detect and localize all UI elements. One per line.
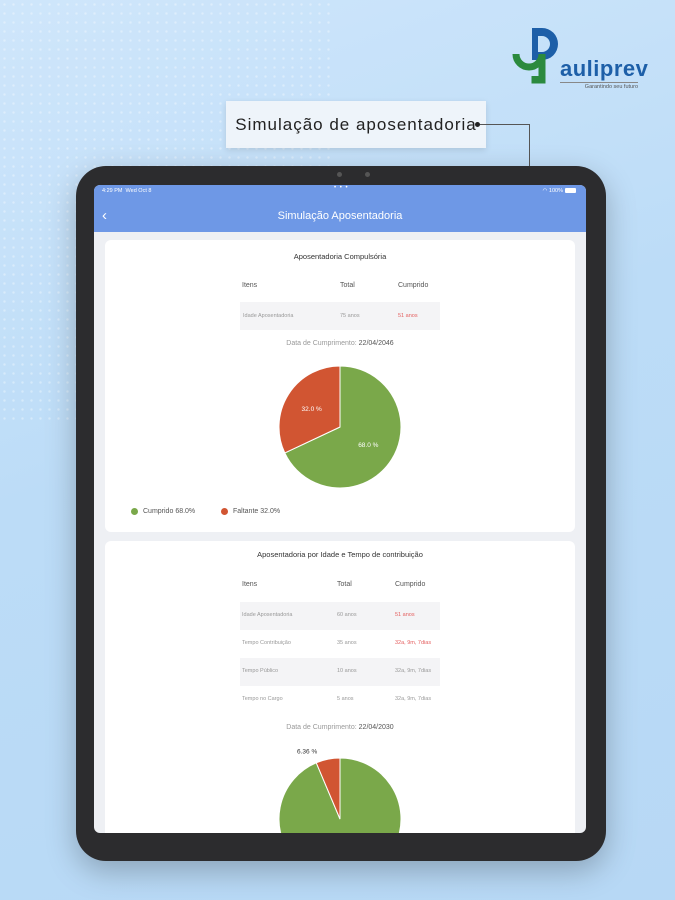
- row-total: 10 anos: [337, 668, 357, 674]
- date-value: 22/04/2030: [358, 724, 394, 731]
- table-row: [240, 658, 440, 686]
- row-cumprido: 51 anos: [395, 612, 415, 618]
- card-compulsoria: Aposentadoria Compulsória Itens Total Cu…: [105, 240, 575, 532]
- battery-icon: [565, 188, 576, 194]
- col-header-cumprido: Cumprido: [395, 581, 426, 588]
- table-row: [240, 602, 440, 630]
- page-title: Simulação Aposentadoria: [277, 210, 403, 222]
- row-total: 35 anos: [337, 640, 357, 646]
- pie-chart-compulsoria: 68.0 % 32.0 %: [278, 365, 402, 489]
- pie-slice-faltante: [278, 365, 341, 454]
- camera-icon: [337, 172, 377, 178]
- row-item: Tempo Público: [242, 668, 279, 674]
- card-title: Aposentadoria por Idade e Tempo de contr…: [257, 550, 423, 559]
- col-header-total: Total: [340, 282, 355, 289]
- date-label: Data de Cumprimento:: [286, 724, 357, 731]
- brand-tagline: Garantindo seu futuro: [560, 82, 638, 90]
- row-total: 75 anos: [340, 313, 360, 319]
- brand-name: auliprev: [560, 56, 649, 81]
- row-item: Tempo Contribuição: [242, 640, 291, 646]
- row-total: 5 anos: [337, 696, 354, 702]
- legend-cumprido: Cumprido 68.0%: [131, 508, 195, 515]
- app-header: 4:29 PM Wed Oct 8 ◠ 100% • • • ‹ Simulaç…: [94, 185, 586, 232]
- col-header-itens: Itens: [242, 581, 258, 588]
- date-value: 22/04/2046: [358, 340, 394, 347]
- date-cumprimento: Data de Cumprimento: 22/04/2030: [105, 724, 575, 731]
- row-cumprido: 32a, 9m, 7dias: [395, 640, 432, 646]
- row-cumprido: 51 anos: [398, 313, 418, 319]
- legend-value: 68.0%: [175, 508, 196, 515]
- feature-caption: Simulação de aposentadoria: [226, 101, 486, 148]
- date-label: Data de Cumprimento:: [286, 340, 357, 347]
- status-bar: 4:29 PM Wed Oct 8 ◠ 100%: [102, 188, 576, 194]
- battery-percent: 100%: [548, 188, 563, 194]
- row-cumprido: 32a, 9m, 7dias: [395, 696, 432, 702]
- status-date: Wed Oct 8: [125, 188, 152, 194]
- row-item: Idade Aposentadoria: [242, 612, 293, 618]
- row-item: Idade Aposentadoria: [243, 313, 294, 319]
- row-total: 60 anos: [337, 612, 357, 618]
- row-cumprido: 32a, 9m, 7dias: [395, 668, 432, 674]
- card-idade-tempo: Aposentadoria por Idade e Tempo de contr…: [105, 541, 575, 833]
- legend-dot-green-icon: [131, 508, 138, 515]
- legend-faltante: Faltante 32.0%: [221, 508, 280, 515]
- caption-connector: [475, 122, 530, 168]
- back-button[interactable]: ‹: [102, 207, 107, 224]
- brand-logo: auliprev Garantindo seu futuro: [502, 26, 652, 96]
- app-screen: 4:29 PM Wed Oct 8 ◠ 100% • • • ‹ Simulaç…: [94, 185, 586, 833]
- pie-chart-idade-tempo: 6.36 %: [278, 748, 402, 833]
- col-header-itens: Itens: [242, 282, 258, 289]
- col-header-total: Total: [337, 581, 352, 588]
- legend-label: Cumprido: [143, 508, 174, 515]
- pie-slice-faltante: [315, 757, 341, 820]
- multitask-dots: • • •: [334, 185, 349, 191]
- legend-dot-red-icon: [221, 508, 228, 515]
- col-header-cumprido: Cumprido: [398, 282, 429, 289]
- date-cumprimento: Data de Cumprimento: 22/04/2046: [105, 340, 575, 347]
- pie-label-faltante: 6.36 %: [297, 748, 317, 755]
- wifi-icon: ◠: [542, 188, 548, 194]
- pie-label-faltante: 32.0 %: [302, 406, 322, 413]
- pie-slice-cumprido: [284, 365, 402, 489]
- legend-label: Faltante: [233, 508, 259, 515]
- row-item: Tempo no Cargo: [242, 696, 283, 702]
- table-row: [240, 302, 440, 330]
- card-title: Aposentadoria Compulsória: [293, 252, 387, 261]
- legend-value: 32.0%: [260, 508, 281, 515]
- logo-mark-icon: [512, 28, 558, 84]
- pie-label-cumprido: 68.0 %: [358, 442, 378, 449]
- status-time: 4:29 PM: [102, 188, 123, 194]
